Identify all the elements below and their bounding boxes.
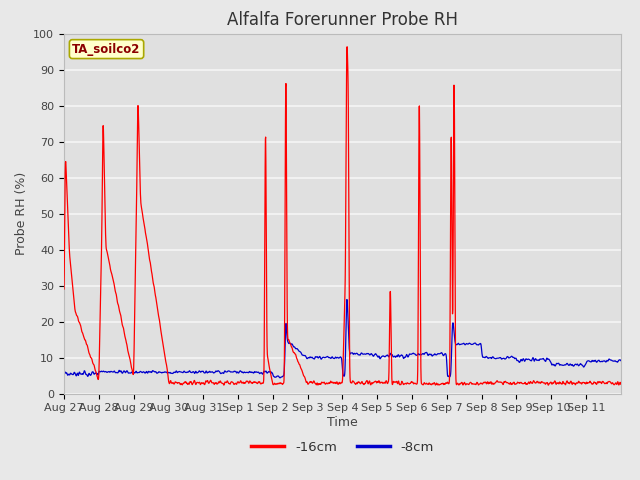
Text: TA_soilco2: TA_soilco2 bbox=[72, 43, 141, 56]
Y-axis label: Probe RH (%): Probe RH (%) bbox=[15, 172, 28, 255]
Title: Alfalfa Forerunner Probe RH: Alfalfa Forerunner Probe RH bbox=[227, 11, 458, 29]
Legend: -16cm, -8cm: -16cm, -8cm bbox=[246, 435, 439, 459]
X-axis label: Time: Time bbox=[327, 416, 358, 429]
